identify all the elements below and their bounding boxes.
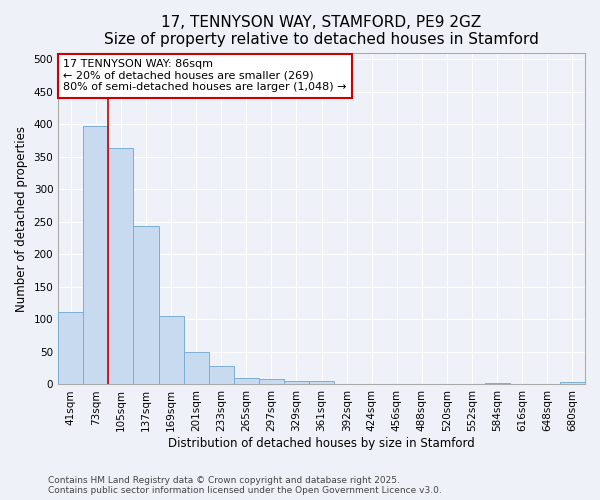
- Bar: [234, 378, 259, 384]
- X-axis label: Distribution of detached houses by size in Stamford: Distribution of detached houses by size …: [168, 437, 475, 450]
- Bar: [109, 148, 133, 384]
- Bar: [158, 316, 184, 384]
- Title: 17, TENNYSON WAY, STAMFORD, PE9 2GZ
Size of property relative to detached houses: 17, TENNYSON WAY, STAMFORD, PE9 2GZ Size…: [104, 15, 539, 48]
- Y-axis label: Number of detached properties: Number of detached properties: [15, 126, 28, 312]
- Bar: [485, 382, 510, 384]
- Bar: [259, 380, 284, 384]
- Text: 17 TENNYSON WAY: 86sqm
← 20% of detached houses are smaller (269)
80% of semi-de: 17 TENNYSON WAY: 86sqm ← 20% of detached…: [63, 59, 347, 92]
- Bar: [83, 126, 109, 384]
- Bar: [560, 382, 585, 384]
- Bar: [184, 352, 209, 384]
- Bar: [58, 312, 83, 384]
- Bar: [284, 380, 309, 384]
- Bar: [309, 380, 334, 384]
- Text: Contains HM Land Registry data © Crown copyright and database right 2025.
Contai: Contains HM Land Registry data © Crown c…: [48, 476, 442, 495]
- Bar: [133, 226, 158, 384]
- Bar: [209, 366, 234, 384]
